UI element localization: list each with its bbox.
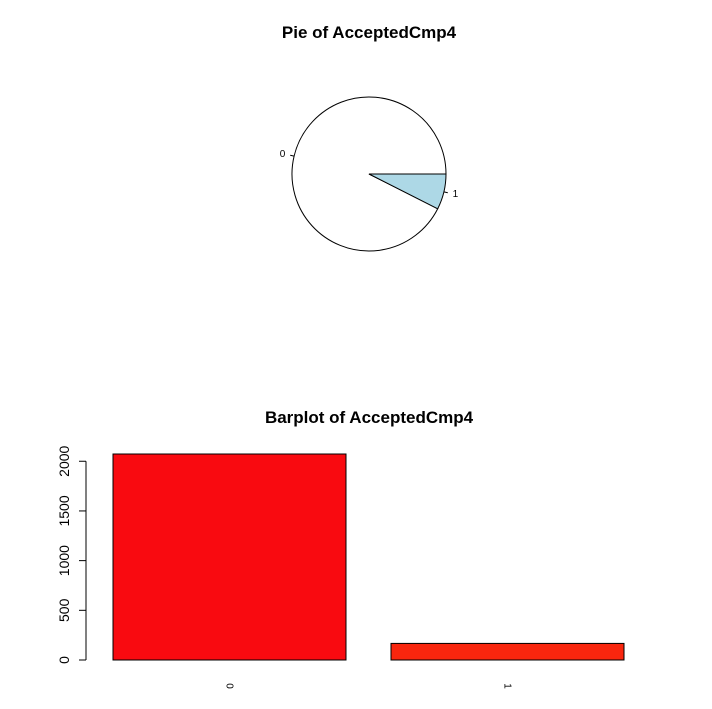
bar-1 xyxy=(390,642,625,661)
bar-chart-title: Barplot of AcceptedCmp4 xyxy=(265,408,474,427)
bar-0 xyxy=(112,453,347,661)
pie-label-tick-1 xyxy=(443,191,448,194)
bars xyxy=(112,453,625,661)
pie-slice-1 xyxy=(368,173,447,210)
pie-label-1: 1 xyxy=(453,189,459,200)
pie-labels: 01 xyxy=(280,149,459,200)
bar-chart: Barplot of AcceptedCmp4 0 500 1000 1500 2000… xyxy=(56,408,625,689)
pie-label-tick-0 xyxy=(290,154,295,157)
y-tick-label-500: 500 xyxy=(56,598,72,622)
pie-chart-title: Pie of AcceptedCmp4 xyxy=(282,23,457,42)
y-tick-label-0: 0 xyxy=(56,656,72,664)
y-tick-label-1500: 1500 xyxy=(56,495,72,526)
pie-label-0: 0 xyxy=(280,149,286,160)
y-tick-label-1000: 1000 xyxy=(56,545,72,576)
y-tick-label-2000: 2000 xyxy=(56,445,72,476)
x-tick-label-0: 0 xyxy=(224,683,235,689)
pie-chart: Pie of AcceptedCmp4 01 xyxy=(280,23,459,252)
y-axis: 0 500 1000 1500 2000 xyxy=(56,445,87,664)
pie-slices xyxy=(291,96,447,252)
x-tick-label-1: 1 xyxy=(502,683,513,689)
